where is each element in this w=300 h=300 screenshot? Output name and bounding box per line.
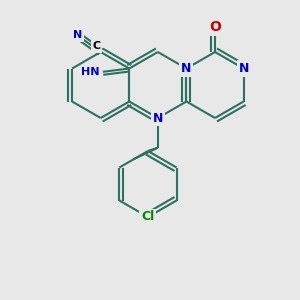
Text: N: N (181, 62, 192, 75)
Text: N: N (73, 31, 82, 40)
Text: C: C (93, 41, 101, 51)
Text: N: N (238, 62, 249, 75)
Text: HN: HN (81, 67, 100, 77)
Text: O: O (209, 20, 221, 34)
Text: Cl: Cl (141, 211, 154, 224)
Text: N: N (153, 112, 163, 124)
